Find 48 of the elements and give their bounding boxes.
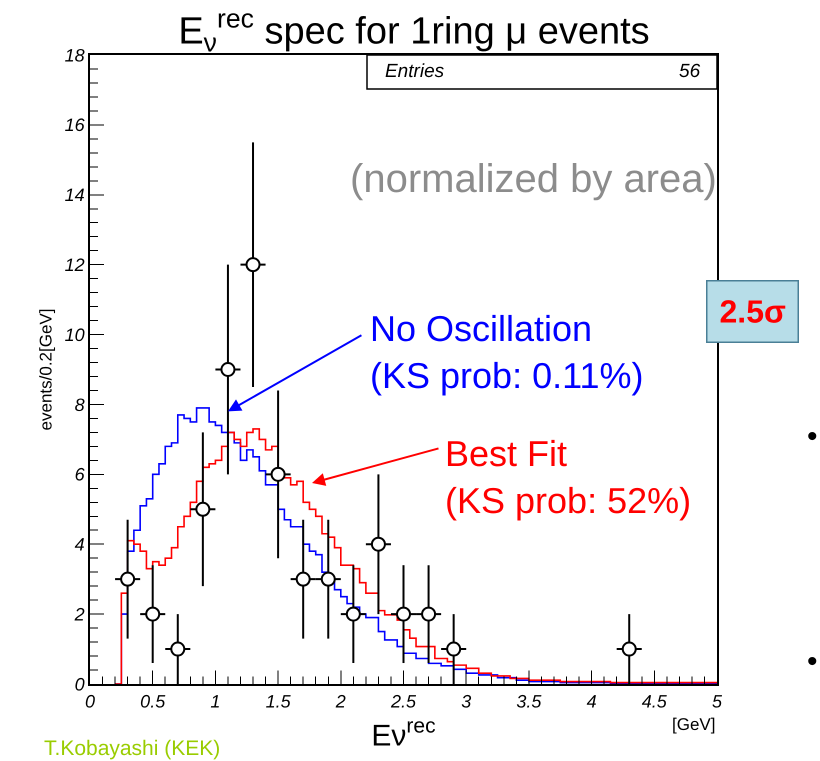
- x-tick-label: 1: [210, 691, 220, 712]
- annotation: (normalized by area): [350, 157, 717, 201]
- x-tick-label: 5: [712, 691, 723, 712]
- y-tick-label: 18: [64, 45, 85, 66]
- x-tick-label: 4: [586, 691, 597, 712]
- point: [320, 572, 336, 587]
- point: [622, 642, 637, 657]
- y-tick-label: 10: [64, 324, 85, 345]
- point: [270, 466, 286, 482]
- x-tick-label: 2.5: [390, 691, 417, 712]
- y-tick-label: 6: [74, 464, 86, 485]
- chart-title: E$_{ν}$$^{rec}$ spec for 1ring μ events: [178, 3, 650, 58]
- y-tick-label: 0: [74, 674, 85, 694]
- x-tick-label: 2: [334, 691, 346, 712]
- point: [446, 642, 462, 657]
- point: [220, 362, 236, 377]
- point: [120, 572, 136, 587]
- point: [170, 642, 186, 657]
- x-axis-title: Eν$^{rec}$: [371, 714, 436, 752]
- y-tick-label: 16: [64, 115, 86, 136]
- text: •: [807, 420, 818, 453]
- point: [145, 606, 160, 622]
- point: [396, 606, 411, 622]
- y-tick-label: 8: [74, 394, 85, 415]
- text: [GeV]: [672, 715, 716, 734]
- y-tick-label: 2: [74, 604, 85, 624]
- x-tick-label: 0.5: [140, 691, 166, 712]
- text: •: [807, 645, 818, 678]
- y-tick-label: 12: [64, 254, 85, 275]
- point: [370, 536, 386, 552]
- x-tick-label: 3.5: [516, 691, 542, 712]
- point: [246, 257, 261, 272]
- point: [346, 606, 361, 622]
- text: 2.5σ: [720, 294, 786, 330]
- text: T.Kobayashi (KEK): [44, 737, 220, 760]
- annotation: No Oscillation (KS prob: 0.11%): [370, 308, 644, 396]
- point: [296, 572, 311, 587]
- annotation: Entries: [385, 61, 445, 82]
- y-axis-title: events/0.2[GeV]: [36, 308, 56, 430]
- y-tick-label: 14: [64, 185, 85, 206]
- y-tick-label: 4: [74, 534, 85, 555]
- x-tick-label: 3: [461, 691, 472, 712]
- x-tick-label: 1.5: [266, 691, 292, 712]
- point: [421, 606, 436, 622]
- annotation: 56: [679, 61, 701, 82]
- point: [195, 502, 210, 517]
- annotation: Best Fit (KS prob: 52%): [445, 433, 692, 521]
- x-tick-label: 4.5: [642, 691, 668, 712]
